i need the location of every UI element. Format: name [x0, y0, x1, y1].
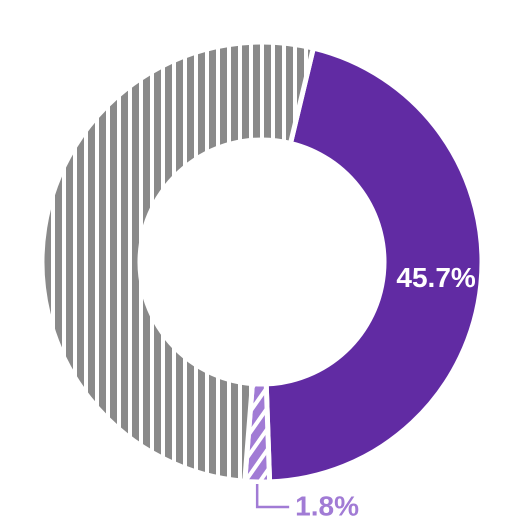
value-label: 45.7%: [396, 262, 475, 293]
donut-segment: [39, 39, 317, 485]
donut-segment: [263, 45, 485, 485]
value-label: 1.8%: [295, 490, 359, 521]
leader-line: [255, 483, 290, 509]
